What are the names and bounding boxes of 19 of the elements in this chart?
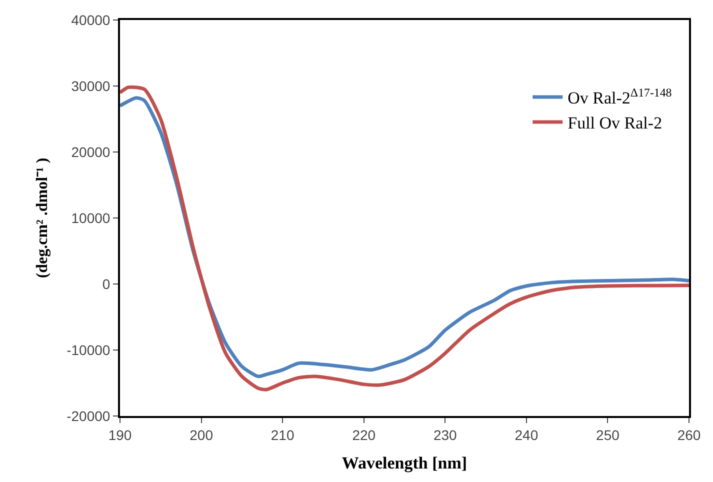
x-tick-label: 220 [352,426,376,443]
y-tick-label: 40000 [71,12,110,28]
x-tick-label: 260 [677,426,701,443]
y-tick-label: 10000 [71,210,110,226]
y-tick-label: 0 [102,276,110,292]
x-tick-label: 250 [596,426,620,443]
x-tick-label: 210 [270,426,294,443]
legend-label: Ov Ral-2$^{Δ17-148}$ [568,85,672,108]
x-tick-label: 240 [514,426,538,443]
x-tick-label: 190 [108,426,132,443]
y-tick-label: 20000 [71,144,110,160]
legend-label: Full Ov Ral-2 [568,114,662,133]
x-tick-label: 200 [190,426,214,443]
x-axis-title: Wavelength [nm] [342,454,468,473]
y-axis-title: (deg.cm² .dmol⁻¹ ) [34,158,52,278]
y-tick-label: -10000 [66,342,110,358]
y-tick-label: -20000 [66,408,110,424]
y-tick-label: 30000 [71,78,110,94]
x-tick-label: 230 [433,426,458,443]
